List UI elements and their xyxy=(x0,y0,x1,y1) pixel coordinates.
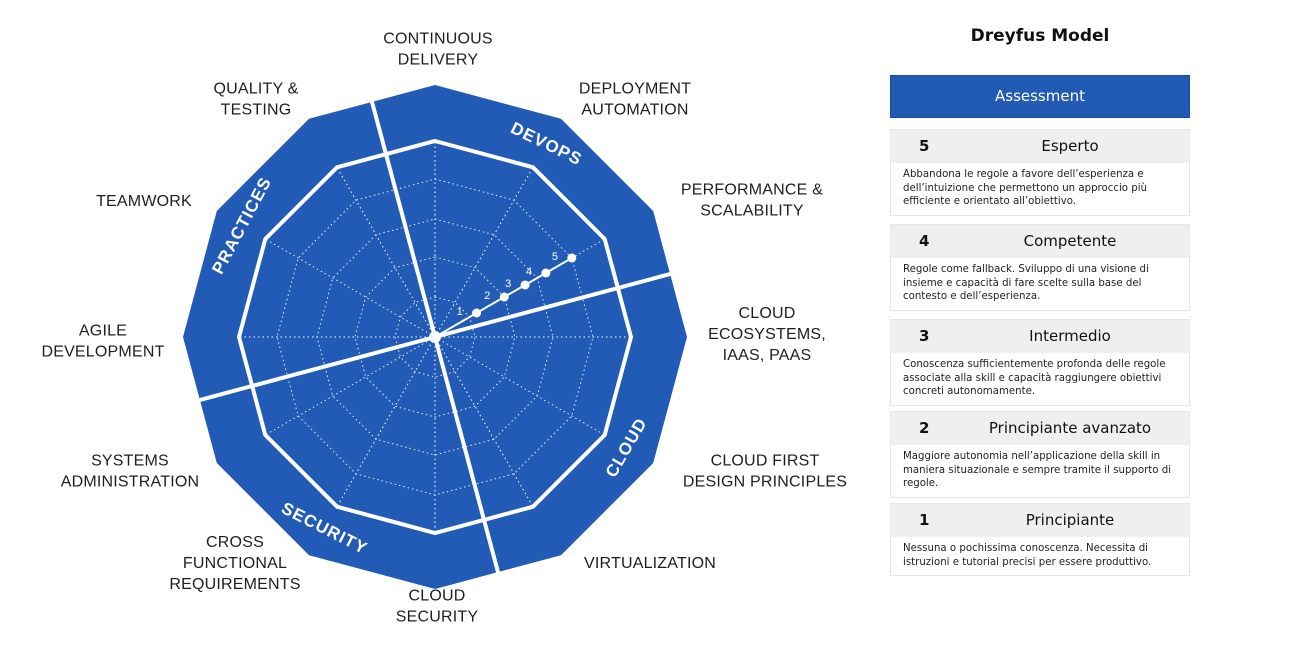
spoke-label-agile-development: AGILE DEVELOPMENT xyxy=(41,323,164,361)
level-header: 3 Intermedio xyxy=(891,320,1189,353)
radar-scale-dot xyxy=(499,292,509,302)
level-number: 3 xyxy=(919,327,930,345)
panel-title: Dreyfus Model xyxy=(970,26,1110,46)
spoke-label-teamwork: TEAMWORK xyxy=(96,193,192,210)
radar-scale-label: 2 xyxy=(484,290,490,302)
level-number: 1 xyxy=(919,511,930,529)
radar-spoke xyxy=(265,238,436,338)
radar-sector-divider xyxy=(181,335,436,407)
level-card-2: 2 Principiante avanzato Maggiore autonom… xyxy=(890,411,1190,498)
level-card-5: 5 Esperto Abbandona le regole a favore d… xyxy=(890,129,1190,216)
level-description: Conoscenza sufficientemente profonda del… xyxy=(903,359,1166,397)
level-header: 2 Principiante avanzato xyxy=(891,412,1189,445)
radar-scale-dot xyxy=(541,268,551,278)
radar-sector-divider xyxy=(433,336,505,591)
spoke-label-cloud-security: CLOUD SECURITY xyxy=(396,588,479,626)
level-number: 4 xyxy=(919,232,930,250)
spoke-label-virtualization: VIRTUALIZATION xyxy=(584,555,716,572)
radar-spoke xyxy=(336,167,436,338)
level-header: 4 Competente xyxy=(891,225,1189,258)
spoke-label-cloud-ecosystems: CLOUD ECOSYSTEMS, IAAS, PAAS xyxy=(708,305,826,364)
radar-scale-label: 3 xyxy=(505,278,511,290)
radar-spoke xyxy=(434,167,534,338)
spoke-label-performance-scalability: PERFORMANCE & SCALABILITY xyxy=(681,182,823,220)
level-description: Maggiore autonomia nell’applicazione del… xyxy=(903,451,1172,489)
level-name: Principiante avanzato xyxy=(988,419,1152,437)
level-name: Esperto xyxy=(1041,137,1099,155)
radar-diagram: 12345DEVOPSCLOUDSECURITYPRACTICESCONTINU… xyxy=(41,31,847,626)
level-card-1: 1 Principiante Nessuna o pochissima cono… xyxy=(890,503,1190,576)
level-name: Competente xyxy=(1023,232,1117,250)
radar-scale-label: 1 xyxy=(457,306,463,318)
spoke-label-continuous-delivery: CONTINUOUS DELIVERY xyxy=(383,31,493,69)
radar-scale-dot xyxy=(567,253,577,263)
radar-spoke xyxy=(434,336,605,436)
level-card-3: 3 Intermedio Conoscenza sufficientemente… xyxy=(890,319,1190,406)
spoke-label-cross-functional-requirements: CROSS FUNCTIONAL REQUIREMENTS xyxy=(169,534,300,593)
spoke-label-quality-testing: QUALITY & TESTING xyxy=(213,81,298,119)
level-number: 2 xyxy=(919,419,930,437)
radar-inner-ring xyxy=(236,138,634,536)
radar-scale-dot xyxy=(472,308,482,318)
radar-center-dot xyxy=(429,331,441,343)
level-name: Intermedio xyxy=(1029,327,1111,345)
spoke-label-cloud-first-design: CLOUD FIRST DESIGN PRINCIPLES xyxy=(683,453,847,491)
radar-scale-dot xyxy=(520,280,530,290)
spoke-label-deployment-automation: DEPLOYMENT AUTOMATION xyxy=(579,81,691,119)
radar-scale-label: 5 xyxy=(552,251,558,263)
level-number: 5 xyxy=(919,137,930,155)
radar-spoke xyxy=(265,336,436,436)
spoke-label-systems-administration: SYSTEMS ADMINISTRATION xyxy=(61,453,200,491)
radar-sector-divider xyxy=(434,267,689,339)
assessment-header: Assessment xyxy=(890,75,1190,118)
level-header: 5 Esperto xyxy=(891,130,1189,163)
level-name: Principiante xyxy=(1025,511,1115,529)
radar-spoke xyxy=(336,336,436,507)
radar-sector-divider xyxy=(365,83,437,338)
radar-spoke xyxy=(434,336,534,507)
level-description: Nessuna o pochissima conoscenza. Necessi… xyxy=(903,543,1152,568)
radar-level-ring xyxy=(354,256,516,418)
level-description: Abbandona le regole a favore dell’esperi… xyxy=(903,169,1148,207)
level-description: Regole come fallback. Sviluppo di una vi… xyxy=(903,264,1149,302)
level-card-4: 4 Competente Regole come fallback. Svilu… xyxy=(890,224,1190,311)
level-header: 1 Principiante xyxy=(891,504,1189,537)
radar-scale-label: 4 xyxy=(526,266,532,278)
